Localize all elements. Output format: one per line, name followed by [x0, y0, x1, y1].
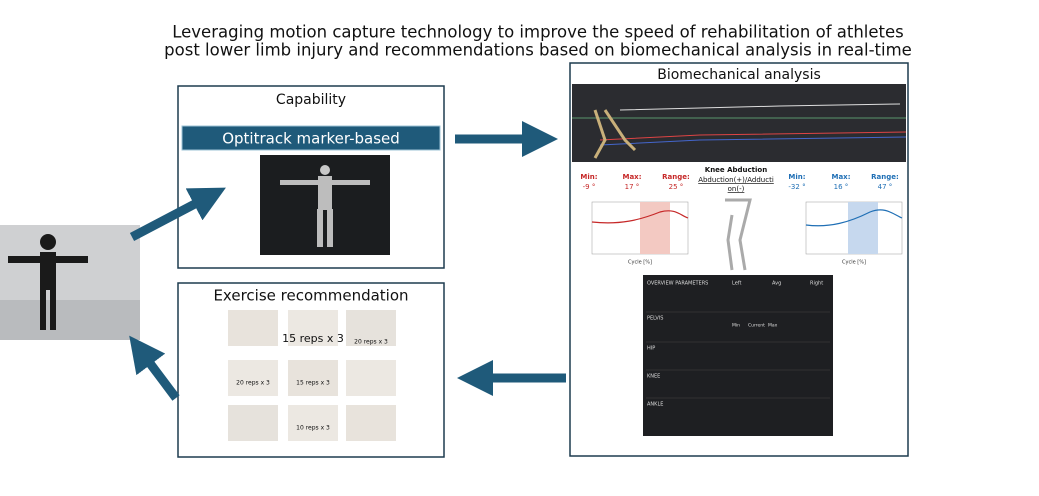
table-header: Avg [772, 281, 781, 287]
table-section: HIP [647, 346, 655, 352]
stat-value: -32 ° [788, 183, 805, 191]
table-section: KNEE [647, 374, 660, 380]
skeleton-render [260, 155, 390, 255]
table-section: PELVIS [647, 316, 663, 322]
exercise-caption: 20 reps x 3 [236, 380, 270, 387]
arrow [129, 335, 180, 401]
box-title: Biomechanical analysis [657, 67, 821, 83]
stat-label: Min: [788, 173, 805, 181]
stat-label: Range: [662, 173, 690, 181]
axis-label: Cycle [%] [842, 260, 866, 266]
exercise-caption: 15 reps x 3 [296, 380, 330, 387]
stat-value: 47 ° [878, 183, 893, 191]
parameter-table [643, 275, 833, 436]
joint-name: Knee Abduction [705, 166, 767, 174]
table-column: Current [748, 323, 765, 329]
title-line: post lower limb injury and recommendatio… [164, 41, 912, 60]
axis-label: Cycle [%] [628, 260, 652, 266]
exercise-caption: 10 reps x 3 [296, 425, 330, 432]
table-header: OVERVIEW PARAMETERS [647, 281, 708, 287]
box-title: Exercise recommendation [213, 287, 408, 305]
method-banner [181, 125, 441, 151]
arrow [129, 187, 226, 241]
table-rules [646, 311, 830, 399]
joint-axis: on(-) [728, 185, 745, 193]
stat-label: Max: [831, 173, 850, 181]
method-label: Optitrack marker-based [222, 130, 400, 148]
stat-value: 25 ° [669, 183, 684, 191]
mocap-view [572, 84, 907, 162]
table-header: Right [810, 281, 823, 287]
table-section: ANKLE [647, 402, 663, 408]
stat-value: -9 ° [583, 183, 596, 191]
exercise-grid [228, 310, 396, 441]
exercise-caption: 15 reps x 3 [282, 332, 344, 345]
stat-label: Min: [580, 173, 597, 181]
curve-plots [591, 198, 903, 271]
box-title: Capability [276, 92, 346, 108]
stat-value: 17 ° [625, 183, 640, 191]
title-line: Leveraging motion capture technology to … [172, 23, 904, 42]
table-header: Left [732, 281, 741, 287]
exercise-caption: 20 reps x 3 [354, 339, 388, 346]
stat-label: Max: [622, 173, 641, 181]
stat-value: 16 ° [834, 183, 849, 191]
joint-axis: Abduction(+)/Adducti [698, 176, 774, 184]
stat-label: Range: [871, 173, 899, 181]
table-column: Max [768, 323, 778, 329]
table-column: Min [732, 323, 740, 329]
athlete-photo [0, 225, 140, 340]
